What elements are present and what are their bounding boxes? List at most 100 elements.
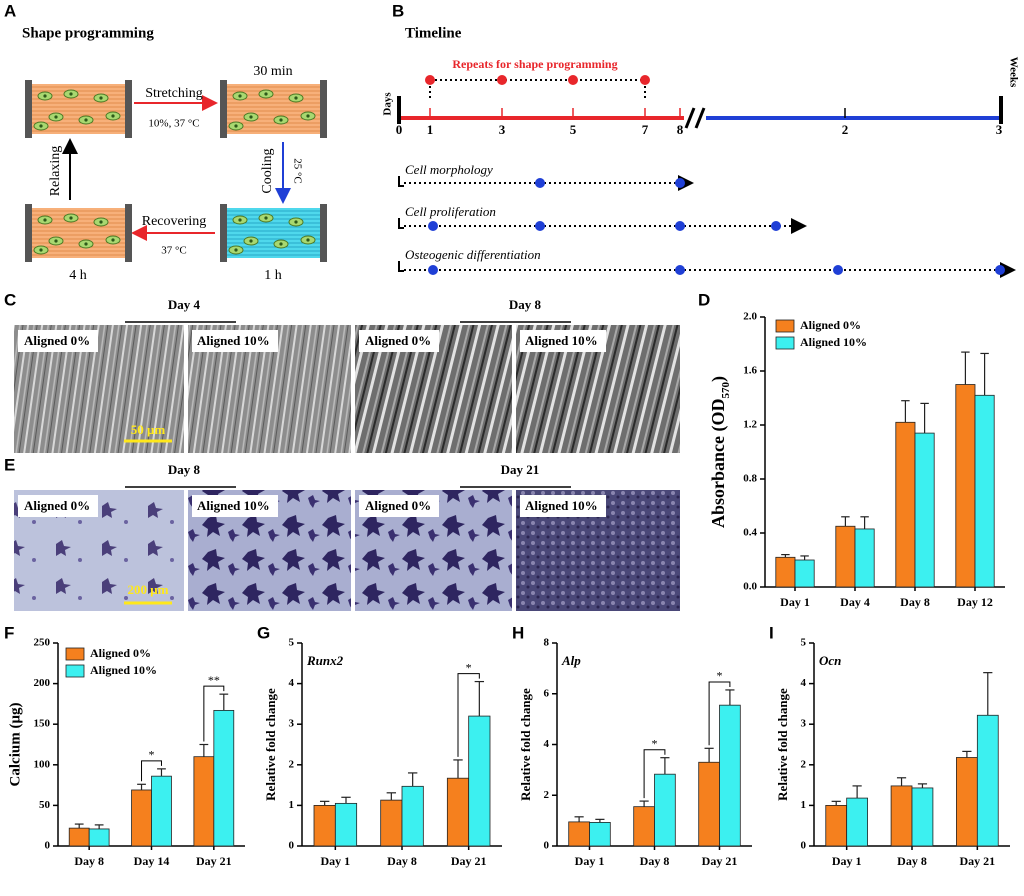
x-tick-label: Day 21: [451, 854, 487, 868]
assay-dot: [771, 221, 781, 231]
assay-dot: [535, 178, 545, 188]
significance-label: *: [466, 660, 472, 674]
bar: [911, 787, 934, 847]
assay-start: [398, 261, 404, 272]
week-tick: 3: [996, 122, 1003, 137]
y-tick-label: 150: [34, 718, 51, 730]
nucleus: [306, 238, 310, 242]
error-bar: [983, 672, 993, 716]
assay-label: Cell morphology: [405, 162, 493, 177]
significance-bracket: [708, 681, 731, 746]
bar: [68, 827, 90, 847]
nucleus: [111, 114, 115, 118]
significance-label: *: [717, 669, 723, 683]
assay-dot: [675, 178, 685, 188]
label-box: [520, 330, 606, 352]
label-box: [18, 495, 98, 517]
y-tick-label: 3: [801, 718, 807, 730]
legend-label: Aligned 10%: [800, 335, 867, 349]
nucleus: [84, 118, 88, 122]
nucleus: [294, 220, 298, 224]
assay-dot: [833, 265, 843, 275]
day-heading: Day 21: [501, 462, 540, 477]
assay-dot: [675, 265, 685, 275]
nucleus: [234, 124, 238, 128]
error-bar: [453, 759, 463, 779]
day-heading: Day 8: [509, 297, 542, 312]
bar: [895, 421, 916, 588]
significance-bracket: [643, 749, 666, 799]
x-tick-label: Day 14: [134, 854, 170, 868]
nucleus: [279, 118, 283, 122]
scale-bar-label: 50 μm: [131, 422, 166, 437]
bar: [854, 528, 875, 588]
day-tick: 5: [570, 122, 577, 137]
day-tick: 0: [396, 122, 403, 137]
assay-label: Osteogenic differentiation: [405, 247, 541, 262]
step-label: Stretching: [145, 86, 203, 101]
y-tick-label: 0.8: [743, 473, 757, 485]
bar: [468, 715, 491, 847]
error-bar: [920, 402, 929, 434]
bar: [88, 828, 110, 847]
x-tick-label: Day 1: [575, 854, 605, 868]
x-tick-label: Day 8: [387, 854, 417, 868]
nucleus: [69, 92, 73, 96]
bar: [914, 432, 935, 588]
day-tick: 8: [677, 122, 684, 137]
step-condition: 37 °C: [161, 245, 187, 257]
x-tick-label: Day 8: [74, 854, 104, 868]
label-box: [192, 330, 278, 352]
bar: [719, 704, 741, 847]
bar: [794, 559, 815, 588]
axis-break: [684, 107, 706, 129]
bar: [446, 777, 470, 847]
bar: [213, 709, 235, 847]
bar: [846, 797, 868, 847]
error-bar: [595, 818, 605, 823]
timeline-panel: Timeline Repeats for shape programming 0…: [382, 25, 1019, 278]
error-bar: [980, 352, 989, 396]
repeat-dot: [497, 75, 507, 85]
bar: [825, 805, 848, 847]
week-tick: 2: [842, 122, 849, 137]
significance-label: *: [149, 748, 155, 762]
step-label: Recovering: [142, 214, 207, 229]
error-bar: [841, 516, 850, 527]
assay-dot: [428, 221, 438, 231]
assay-dot: [995, 265, 1005, 275]
error-bar: [199, 743, 209, 757]
y-tick-label: 0: [289, 840, 295, 852]
y-tick-label: 1.6: [743, 365, 757, 377]
time-label: 1 h: [264, 268, 282, 283]
panel-letter: G: [257, 623, 270, 642]
label-box: [192, 495, 278, 517]
image-label: Aligned 10%: [197, 333, 270, 348]
assay-dot: [535, 221, 545, 231]
error-bar: [341, 796, 351, 804]
bar: [568, 821, 590, 847]
nucleus: [111, 238, 115, 242]
step-condition: 25 °C: [291, 158, 303, 184]
bar: [654, 773, 676, 847]
error-bar: [574, 816, 584, 822]
bar: [313, 805, 336, 847]
x-tick-label: Day 8: [640, 854, 670, 868]
clamp: [125, 80, 132, 138]
y-tick-label: 250: [34, 637, 51, 649]
label-end: ): [708, 376, 729, 382]
error-bar: [831, 800, 841, 806]
y-tick-label: 5: [289, 637, 295, 649]
label-box: [18, 330, 98, 352]
assay-start: [398, 176, 404, 187]
bar: [193, 756, 215, 847]
panel-letter: E: [4, 455, 15, 474]
significance-label: *: [652, 736, 658, 750]
y-tick-label: 2: [289, 758, 295, 770]
clamp: [25, 204, 32, 262]
error-bar: [961, 351, 970, 385]
day-tick: 7: [642, 122, 649, 137]
bar: [890, 785, 913, 847]
error-bar: [896, 777, 907, 786]
